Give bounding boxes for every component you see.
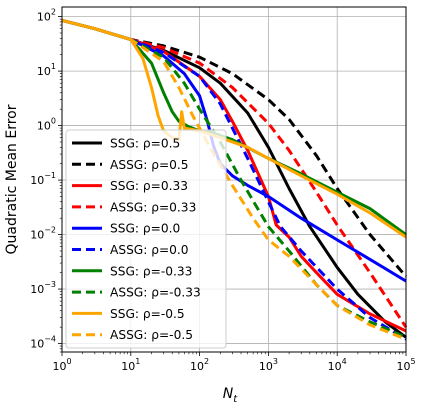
x-tick-label: 103	[259, 357, 278, 373]
x-tick-exp: 4	[342, 357, 347, 366]
x-tick-label: 102	[190, 357, 209, 373]
y-tick-base: 10	[37, 65, 51, 78]
x-axis-label-sub: t	[233, 394, 238, 405]
y-tick-label: 10−3	[30, 280, 56, 296]
legend-label-7: ASSG: ρ=-0.33	[110, 286, 201, 300]
series-line-3	[61, 18, 408, 329]
y-tick-base: 10	[37, 120, 51, 133]
x-axis-label-main: N	[223, 386, 234, 402]
x-tick-base: 10	[52, 360, 66, 373]
legend-label-5: ASSG: ρ=0.0	[110, 243, 189, 257]
y-tick-label: 10−2	[30, 226, 56, 242]
y-tick-exp: 2	[51, 8, 56, 17]
legend-label-4: SSG: ρ=0.0	[110, 222, 180, 236]
y-tick-exp: −4	[44, 335, 56, 344]
x-tick-exp: 2	[204, 357, 209, 366]
y-tick-label: 10−4	[30, 335, 56, 351]
legend-label-1: ASSG: ρ=0.5	[110, 158, 189, 172]
y-tick-label: 102	[37, 8, 56, 24]
series-line-1	[61, 18, 408, 278]
x-tick-label: 100	[52, 357, 71, 373]
y-axis-label: Quadratic Mean Error	[4, 104, 20, 254]
series-line-7	[61, 18, 407, 339]
series-line-8	[61, 18, 407, 239]
y-tick-base: 10	[37, 11, 51, 24]
legend-label-2: SSG: ρ=0.33	[110, 179, 188, 193]
legend-label-6: SSG: ρ=-0.33	[110, 264, 192, 278]
y-tick-label: 100	[37, 117, 56, 133]
series-line-9	[61, 18, 407, 341]
x-axis-label: Nt	[223, 386, 238, 405]
x-tick-base: 10	[259, 360, 273, 373]
legend-box	[65, 129, 227, 349]
x-tick-base: 10	[121, 360, 135, 373]
tick-layer: 100 101 102 103 104 10510−410−310−210−1100101…	[30, 8, 415, 373]
y-tick-base: 10	[30, 283, 44, 296]
x-tick-exp: 3	[273, 357, 278, 366]
y-tick-base: 10	[30, 174, 44, 187]
x-tick-exp: 0	[66, 357, 71, 366]
legend-label-0: SSG: ρ=0.5	[110, 137, 180, 151]
y-tick-exp: −2	[44, 226, 56, 235]
x-tick-base: 10	[328, 360, 342, 373]
legend-label-9: ASSG: ρ=-0.5	[110, 328, 193, 342]
y-tick-exp: −1	[44, 171, 56, 180]
x-tick-base: 10	[396, 360, 410, 373]
y-tick-base: 10	[30, 338, 44, 351]
y-tick-label: 101	[37, 62, 56, 78]
legend: SSG: ρ=0.5 ASSG: ρ=0.5 SSG: ρ=0.33 ASSG: ρ=…	[65, 129, 227, 349]
y-tick-exp: 1	[51, 62, 56, 71]
y-tick-base: 10	[30, 229, 44, 242]
y-tick-exp: 0	[51, 117, 56, 126]
x-tick-label: 104	[328, 357, 347, 373]
legend-label-3: ASSG: ρ=0.33	[110, 200, 196, 214]
x-tick-exp: 5	[410, 357, 415, 366]
x-tick-exp: 1	[135, 357, 140, 366]
x-tick-label: 105	[396, 357, 415, 373]
y-tick-label: 10−1	[30, 171, 56, 187]
plot-frame	[61, 6, 407, 353]
x-tick-base: 10	[190, 360, 204, 373]
legend-label-8: SSG: ρ=-0.5	[110, 307, 185, 321]
x-tick-label: 101	[121, 357, 140, 373]
y-tick-exp: −3	[44, 280, 56, 289]
